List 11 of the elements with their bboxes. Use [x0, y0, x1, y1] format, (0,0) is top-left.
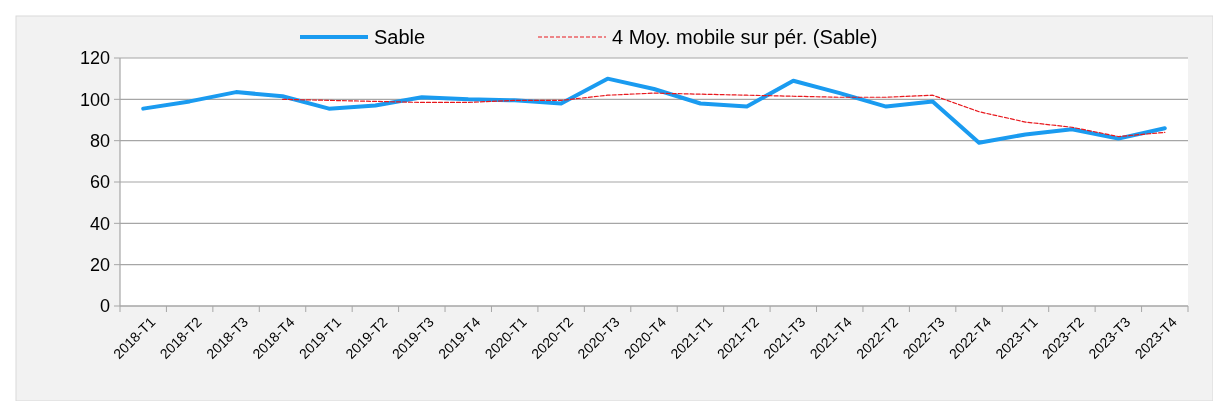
y-tick-label: 0: [99, 296, 110, 317]
line-series: [141, 76, 1167, 145]
y-tick-label: 100: [79, 89, 110, 110]
y-tick-label: 60: [89, 172, 110, 193]
y-tick-label: 120: [79, 48, 110, 69]
y-tick-label: 80: [89, 130, 110, 151]
line-series: [281, 92, 1166, 138]
y-tick-label: 40: [89, 213, 110, 234]
legend-label: Sable: [374, 26, 426, 48]
y-tick-label: 20: [89, 254, 110, 275]
legend-label: 4 Moy. mobile sur pér. (Sable): [612, 26, 878, 48]
